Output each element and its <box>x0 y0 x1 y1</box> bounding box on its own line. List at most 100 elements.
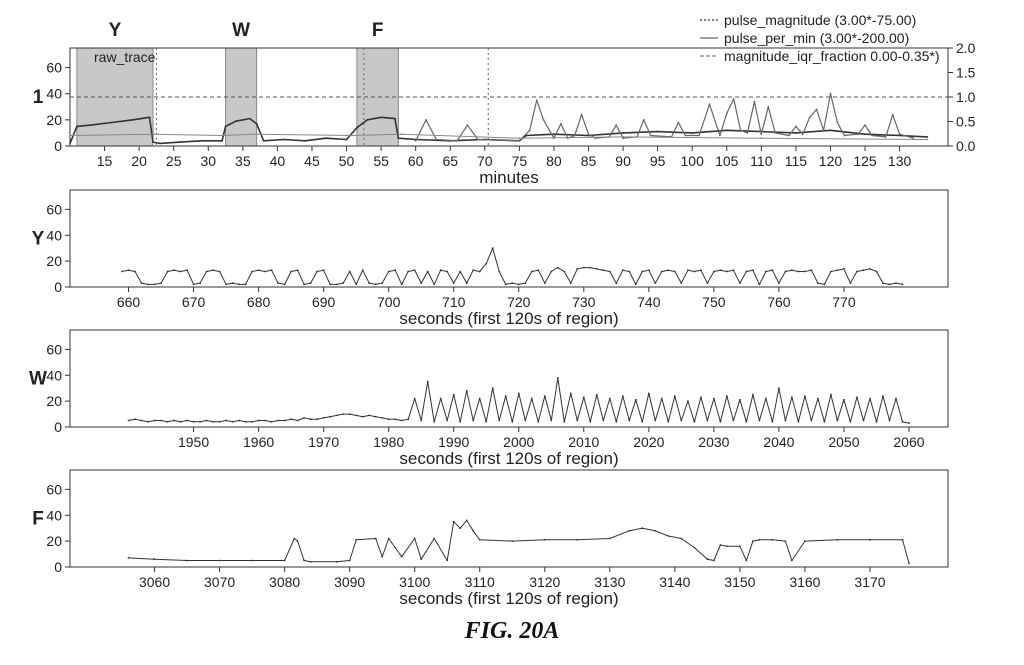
series-point <box>673 395 676 397</box>
series-point <box>134 418 136 421</box>
series-point <box>166 420 169 423</box>
y-tick-label: 20 <box>46 533 62 549</box>
x-tick-label: 85 <box>581 153 597 169</box>
series-point <box>511 282 514 284</box>
series-point <box>622 136 624 138</box>
region-label-f: F <box>372 20 384 41</box>
series-point <box>296 540 299 542</box>
series-point <box>478 538 481 541</box>
series-point <box>225 283 228 286</box>
series-point <box>498 419 501 422</box>
series-point <box>836 419 839 422</box>
series-point <box>691 132 694 134</box>
x-tick-label: 660 <box>117 294 141 310</box>
series-point <box>864 124 866 126</box>
series-point <box>795 125 797 128</box>
region-label-y: Y <box>109 20 122 41</box>
series-point <box>535 99 538 102</box>
series-point <box>680 537 683 540</box>
x-tick-label: 110 <box>750 153 773 169</box>
series-line-2 <box>415 93 914 142</box>
series-point <box>700 396 702 399</box>
series-point <box>576 419 579 422</box>
series-point <box>303 559 305 562</box>
panel-label: Y <box>32 229 45 250</box>
series-point <box>608 537 611 540</box>
series-point <box>647 269 650 272</box>
series-point <box>687 269 689 272</box>
series-point <box>407 418 410 421</box>
plot-frame <box>69 189 949 288</box>
series-point <box>550 270 553 273</box>
series-point <box>368 282 371 284</box>
series-point <box>127 557 130 559</box>
y-tick-label: 40 <box>46 507 62 523</box>
x-tick-label: 3060 <box>139 574 170 590</box>
series-point <box>361 269 364 272</box>
series-point <box>822 129 825 132</box>
series-point <box>882 282 884 284</box>
series-point <box>667 535 670 537</box>
series-point <box>199 420 202 423</box>
series-point <box>908 562 910 564</box>
x-tick-label: 1960 <box>243 434 274 450</box>
x-tick-label: 2050 <box>828 434 859 450</box>
series-point <box>556 377 559 379</box>
series-point <box>537 269 540 272</box>
series-point <box>641 270 644 273</box>
series-point <box>277 282 279 284</box>
series-point <box>456 139 458 142</box>
x-tick-label: 760 <box>767 294 791 310</box>
plot-frame <box>69 469 949 568</box>
series-point <box>459 420 462 423</box>
x-tick-label: 750 <box>702 294 726 310</box>
series-point <box>706 419 709 422</box>
x-tick-label: 3130 <box>594 574 625 590</box>
series-point <box>758 419 761 422</box>
series-point <box>725 112 728 115</box>
panel-label: 1 <box>33 87 44 108</box>
series-point <box>784 270 787 273</box>
series-point <box>413 397 416 400</box>
series-point <box>387 537 390 540</box>
series-point <box>121 270 123 273</box>
series-point <box>368 414 371 417</box>
series-point <box>530 270 533 273</box>
series-point <box>329 415 331 418</box>
series-point <box>602 269 605 272</box>
x-tick-label: 730 <box>572 294 596 310</box>
series-point <box>895 282 897 284</box>
series-point <box>708 103 711 106</box>
series-point <box>199 282 202 284</box>
series-point <box>413 269 416 272</box>
series-point <box>446 559 449 562</box>
series-point <box>862 419 865 422</box>
series-point <box>719 544 722 546</box>
series-point <box>673 270 676 273</box>
series-point <box>153 283 156 286</box>
series-point <box>615 124 618 126</box>
y-tick-label: 20 <box>46 253 62 269</box>
series-point <box>186 559 189 562</box>
series-point <box>582 396 585 399</box>
series-point <box>270 420 273 423</box>
series-point <box>634 398 637 401</box>
series-point <box>159 142 161 145</box>
series-point <box>192 420 195 423</box>
series-point <box>452 520 455 523</box>
x-tick-label: 720 <box>507 294 531 310</box>
series-point <box>394 117 396 120</box>
series-point <box>745 270 748 273</box>
x-tick-label: 680 <box>247 294 271 310</box>
x-tick-label: 710 <box>442 294 466 310</box>
series-point <box>153 419 156 422</box>
series-point <box>335 560 338 563</box>
series-line-1 <box>69 116 928 145</box>
series-line-3 <box>69 133 928 140</box>
panel-f-chart: 0 20 40 60 3060 3070 3080 3090 3100 3110 3120 3130 3… <box>32 469 949 608</box>
x-tick-label: 3100 <box>399 574 430 590</box>
series-point <box>478 270 481 273</box>
series-point <box>173 419 176 422</box>
series-point <box>355 283 358 286</box>
